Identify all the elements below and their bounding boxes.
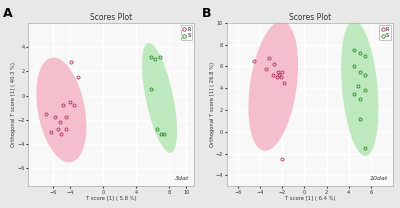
Ellipse shape <box>36 58 86 162</box>
Ellipse shape <box>142 43 177 153</box>
Legend: R, S: R, S <box>380 25 391 40</box>
Text: A: A <box>3 7 13 20</box>
Ellipse shape <box>341 20 378 156</box>
Legend: R, S: R, S <box>181 25 192 40</box>
Y-axis label: Orthogonal T score [1] ( 40.3 %): Orthogonal T score [1] ( 40.3 %) <box>11 62 16 147</box>
Title: Scores Plot: Scores Plot <box>289 13 331 22</box>
X-axis label: T score [1] ( 6.4 %): T score [1] ( 6.4 %) <box>284 196 335 201</box>
Text: 3dat: 3dat <box>175 176 190 181</box>
Ellipse shape <box>248 21 298 151</box>
Text: 10dat: 10dat <box>370 176 388 181</box>
Y-axis label: Orthogonal T score [1] ( 26.8 %): Orthogonal T score [1] ( 26.8 %) <box>210 62 214 147</box>
Text: B: B <box>202 7 211 20</box>
X-axis label: T score [1] ( 5.8 %): T score [1] ( 5.8 %) <box>86 196 136 201</box>
Title: Scores Plot: Scores Plot <box>90 13 132 22</box>
